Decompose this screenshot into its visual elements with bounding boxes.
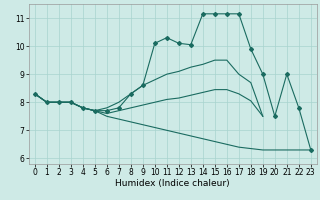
X-axis label: Humidex (Indice chaleur): Humidex (Indice chaleur) — [116, 179, 230, 188]
